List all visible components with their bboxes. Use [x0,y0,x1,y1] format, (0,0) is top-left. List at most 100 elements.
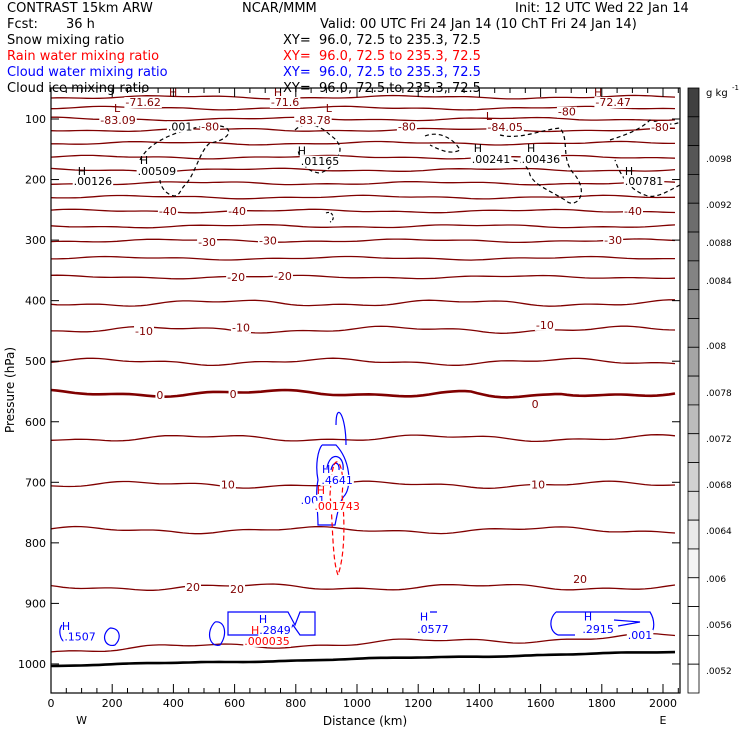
label-bg [197,236,218,248]
label-bg [243,635,291,647]
cloud-water-contour [326,456,344,471]
contour-label: .00509 [138,165,177,178]
ice-contour [424,133,461,153]
colorbar-box [687,202,700,233]
label-bg [231,322,252,334]
colorbar-label: .006 [706,575,726,585]
colorbar-label: .0056 [706,621,732,631]
label-bg [396,121,417,133]
contour-label: -10 [232,321,250,334]
contour-label: -80 [651,121,669,134]
contour-label: 20 [573,573,587,586]
label-bg [124,97,162,109]
contour-label: H [584,611,592,624]
x-tick-label: 400 [163,697,184,710]
x-tick-label: 1000 [343,697,371,710]
isotherm-line [51,194,676,200]
label-bg [486,121,524,133]
label-bg [99,115,137,127]
field-xy-range: XY= 96.0, 72.5 to 235.3, 72.5 [283,49,481,64]
valid-time: Valid: 00 UTC Fri 24 Jan 14 (10 ChT Fri … [320,17,637,32]
y-tick-label: 400 [25,295,46,308]
isotherm-line [51,116,676,122]
contour-label: 0 [156,389,163,402]
label-bg [72,175,114,187]
contour-label: .001 [628,629,653,642]
contour-label: -20 [274,270,292,283]
label-bg [603,235,624,247]
isotherm-line [51,632,676,653]
contour-label: -40 [228,205,246,218]
contour-label: -80 [558,106,576,119]
isotherm-line [51,140,675,146]
label-bg [166,121,194,133]
field-xy-range: XY= 96.0, 72.5 to 235.3, 72.5 [283,33,481,48]
contour-label: .00436 [522,153,561,166]
colorbar-label: .0072 [706,435,732,445]
colorbar-label: .0068 [706,481,732,491]
colorbar-box [687,577,700,607]
colorbar-box [687,490,700,521]
label-bg [269,97,301,109]
x-tick-label: 1600 [527,697,555,710]
label-bg [272,270,293,282]
label-bg [534,319,555,331]
contour-label: -80 [201,120,219,133]
label-bg [294,115,332,127]
isotherm-line [51,434,676,443]
y-tick-label: 200 [25,174,46,187]
y-tick-label: 700 [25,476,46,489]
contour-label: -72.47 [595,96,630,109]
contour-label: -30 [604,234,622,247]
colorbar-box [687,174,700,204]
contour-label: H [274,86,282,99]
isotherm-line [51,583,676,591]
contour-label: -30 [198,236,216,249]
contour-label: .4641 [321,474,353,487]
colorbar-box [687,606,700,636]
colorbar-box [687,346,700,377]
isotherm-line [51,299,675,307]
colorbar-label: .0064 [706,527,732,537]
label-bg [320,474,354,486]
contour-label: .001 [168,120,193,133]
label-bg [229,583,246,595]
label-bg [313,500,361,512]
colorbar-label: .0092 [706,201,732,211]
field-name: Rain water mixing ratio [7,49,160,64]
forecast-hour: 36 h [66,17,95,32]
contour-label: H [322,463,330,476]
contour-label: 20 [230,583,244,596]
label-bg [200,121,221,133]
label-bg [530,399,540,411]
colorbar-box [687,519,700,550]
ice-contour [609,119,680,197]
contour-label: 0 [532,398,539,411]
contour-label: .00241 [472,153,511,166]
contour-label: -10 [135,325,153,338]
label-bg [299,494,327,506]
contour-label: H [140,154,148,167]
colorbar-box [687,375,700,406]
x-axis-title: Distance (km) [323,714,407,728]
ice-contour [139,125,230,197]
field-name: Cloud water mixing ratio [7,65,168,80]
label-bg [136,166,178,178]
y-tick-label: 1000 [18,658,46,671]
label-bg [470,153,512,165]
label-bg [299,155,341,167]
plot-frame [50,87,681,694]
east-label: E [660,714,667,727]
y-tick-label: 900 [25,597,46,610]
contour-label: .000035 [244,635,290,648]
colorbar-label: .0088 [706,239,732,249]
label-bg [227,206,248,218]
cloud-water-contour [208,621,226,646]
label-bg [134,325,155,337]
label-bg [594,97,632,109]
y-tick-label: 800 [25,537,46,550]
label-bg [63,631,97,643]
contour-label: -71.6 [271,96,299,109]
colorbar-box [687,404,700,435]
